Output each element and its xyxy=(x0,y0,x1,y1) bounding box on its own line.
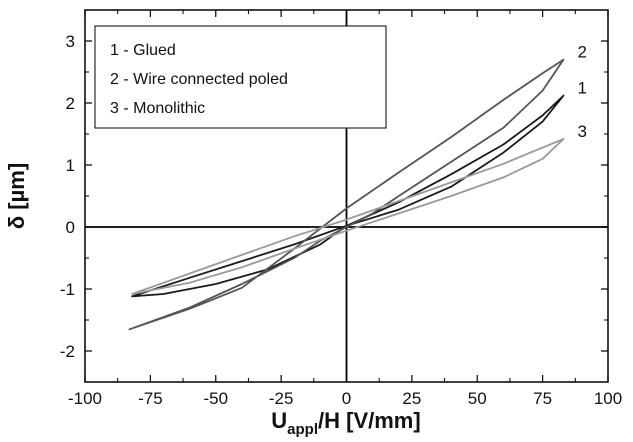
data-curves xyxy=(128,58,565,331)
series-2-loop xyxy=(128,58,565,331)
x-tick-label: -25 xyxy=(269,389,294,408)
series-3-loop xyxy=(131,138,565,295)
x-axis-title-subscript: appl xyxy=(287,421,318,438)
legend-entry-2: 2 - Wire connected poled xyxy=(110,71,288,88)
y-axis-title: δ [µm] xyxy=(4,163,29,229)
y-tick-label: -2 xyxy=(60,342,75,361)
y-tick-label: 2 xyxy=(66,94,75,113)
y-tick-label: 0 xyxy=(66,218,75,237)
x-tick-label: -75 xyxy=(138,389,163,408)
legend-entry-1: 1 - Glued xyxy=(110,42,176,59)
x-tick-label: 0 xyxy=(342,389,351,408)
axis-ticks: -100 -75 -50 -25 0 25 50 75 100 -2 -1 0 1 2 3 xyxy=(60,9,622,408)
x-axis-title-main: U xyxy=(271,408,287,433)
x-axis-title: Uappl/H [V/mm] xyxy=(271,408,420,438)
legend-box xyxy=(94,25,387,129)
y-tick-label: 1 xyxy=(66,156,75,175)
x-tick-label: 75 xyxy=(533,389,552,408)
curve-label-2: 2 xyxy=(578,43,587,62)
y-tick-label: 3 xyxy=(66,32,75,51)
legend: 1 - Glued 2 - Wire connected poled 3 - M… xyxy=(94,25,387,129)
x-tick-label: 50 xyxy=(468,389,487,408)
curve-label-1: 1 xyxy=(578,79,587,98)
curve-labels: 1 2 3 xyxy=(578,43,587,141)
legend-entry-3: 3 - Monolithic xyxy=(110,100,205,117)
y-tick-label: -1 xyxy=(60,280,75,299)
x-axis-title-rest: /H [V/mm] xyxy=(318,408,421,433)
curve-label-3: 3 xyxy=(578,122,587,141)
x-tick-label: 25 xyxy=(402,389,421,408)
x-tick-label: -50 xyxy=(203,389,228,408)
x-tick-label: -100 xyxy=(68,389,102,408)
x-tick-label: 100 xyxy=(594,389,622,408)
